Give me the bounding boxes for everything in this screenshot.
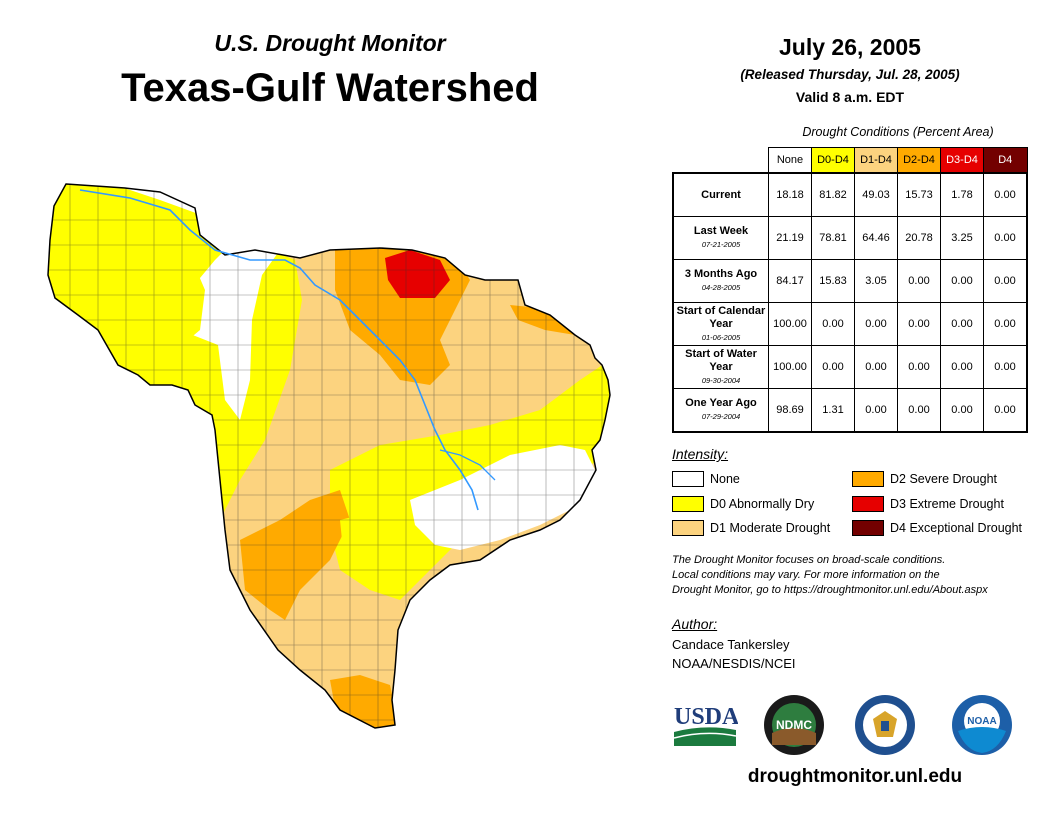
table-cell: 0.00 bbox=[897, 388, 941, 433]
table-cell: 21.19 bbox=[768, 216, 812, 260]
none-region-southeast bbox=[410, 445, 600, 550]
table-cell: 64.46 bbox=[854, 216, 898, 260]
table-cell: 0.00 bbox=[983, 259, 1028, 303]
col-d0-d4: D0-D4 bbox=[811, 147, 855, 174]
valid-time: Valid 8 a.m. EDT bbox=[795, 89, 905, 105]
row-label: Start of Calendar Year 01-06-2005 bbox=[672, 302, 769, 346]
table-cell: 0.00 bbox=[854, 345, 898, 389]
row-label: Current bbox=[672, 172, 769, 217]
table-cell: 78.81 bbox=[811, 216, 855, 260]
legend-title: Intensity: bbox=[672, 446, 729, 462]
row-label: 3 Months Ago 04-28-2005 bbox=[672, 259, 769, 303]
row-label: Start of Water Year 09-30-2004 bbox=[672, 345, 769, 389]
table-cell: 0.00 bbox=[940, 259, 984, 303]
about-link[interactable]: Drought Monitor, go to https://droughtmo… bbox=[672, 584, 988, 596]
table-cell: 0.00 bbox=[940, 388, 984, 433]
table-row-current: Current 18.18 81.82 49.03 15.73 1.78 0.0… bbox=[672, 172, 1028, 217]
table-row-last-week: Last Week 07-21-2005 21.19 78.81 64.46 20… bbox=[672, 216, 1028, 260]
table-header-row: None D0-D4 D1-D4 D2-D4 D3-D4 D4 bbox=[673, 147, 1028, 174]
svg-text:NOAA: NOAA bbox=[967, 716, 996, 727]
release-date: (Released Thursday, Jul. 28, 2005) bbox=[740, 67, 960, 82]
table-cell: 0.00 bbox=[811, 302, 855, 346]
legend-item-d0: D0 Abnormally Dry bbox=[672, 496, 814, 512]
table-cell: 81.82 bbox=[811, 172, 855, 217]
table-cell: 0.00 bbox=[897, 259, 941, 303]
noaa-logo: NOAA bbox=[952, 695, 1012, 755]
table-cell: 3.25 bbox=[940, 216, 984, 260]
d2-region-south bbox=[240, 490, 350, 620]
table-cell: 49.03 bbox=[854, 172, 898, 217]
table-cell: 0.00 bbox=[940, 302, 984, 346]
legend-item-d4: D4 Exceptional Drought bbox=[852, 520, 1022, 536]
legend-swatch bbox=[852, 471, 884, 487]
table-cell: 0.00 bbox=[983, 216, 1028, 260]
table-cell: 84.17 bbox=[768, 259, 812, 303]
usda-logo: USDA bbox=[673, 704, 738, 746]
table-cell: 100.00 bbox=[768, 302, 812, 346]
table-cell: 98.69 bbox=[768, 388, 812, 433]
legend-item-none: None bbox=[672, 471, 740, 487]
table-row-start-water-year: Start of Water Year 09-30-2004 100.00 0.0… bbox=[672, 345, 1028, 389]
table-cell: 3.05 bbox=[854, 259, 898, 303]
watershed-outline bbox=[47, 183, 611, 729]
legend-item-d2: D2 Severe Drought bbox=[852, 471, 997, 487]
row-label: Last Week 07-21-2005 bbox=[672, 216, 769, 260]
table-cell: 0.00 bbox=[983, 345, 1028, 389]
table-cell: 15.73 bbox=[897, 172, 941, 217]
table-cell: 15.83 bbox=[811, 259, 855, 303]
legend-swatch bbox=[852, 496, 884, 512]
col-d1-d4: D1-D4 bbox=[854, 147, 898, 174]
table-cell: 1.78 bbox=[940, 172, 984, 217]
legend-item-d3: D3 Extreme Drought bbox=[852, 496, 1004, 512]
legend-swatch bbox=[672, 496, 704, 512]
table-cell: 0.00 bbox=[811, 345, 855, 389]
table-cell: 20.78 bbox=[897, 216, 941, 260]
drought-map bbox=[47, 183, 611, 729]
map-date: July 26, 2005 bbox=[779, 34, 921, 60]
table-cell: 0.00 bbox=[854, 388, 898, 433]
map-title: Texas-Gulf Watershed bbox=[121, 66, 539, 110]
table-cell: 100.00 bbox=[768, 345, 812, 389]
legend-swatch bbox=[672, 471, 704, 487]
col-d3-d4: D3-D4 bbox=[940, 147, 984, 174]
ndmc-logo: NDMC bbox=[764, 695, 824, 755]
commerce-seal-logo bbox=[855, 695, 915, 755]
table-row-one-year-ago: One Year Ago 07-29-2004 98.69 1.31 0.00 0… bbox=[672, 388, 1028, 433]
col-d2-d4: D2-D4 bbox=[897, 147, 941, 174]
author-label: Author: bbox=[672, 616, 718, 632]
disclaimer-note: The Drought Monitor focuses on broad-sca… bbox=[672, 553, 1042, 598]
row-label: One Year Ago 07-29-2004 bbox=[672, 388, 769, 433]
legend-swatch bbox=[852, 520, 884, 536]
table-cell: 0.00 bbox=[940, 345, 984, 389]
legend-swatch bbox=[672, 520, 704, 536]
author-name: Candace Tankersley bbox=[672, 637, 790, 652]
table-cell: 0.00 bbox=[854, 302, 898, 346]
table-cell: 0.00 bbox=[897, 345, 941, 389]
table-row-3-months-ago: 3 Months Ago 04-28-2005 84.17 15.83 3.05 … bbox=[672, 259, 1028, 303]
svg-text:NDMC: NDMC bbox=[776, 718, 812, 732]
table-cell: 0.00 bbox=[983, 302, 1028, 346]
table-row-start-calendar-year: Start of Calendar Year 01-06-2005 100.00 … bbox=[672, 302, 1028, 346]
table-cell: 0.00 bbox=[983, 172, 1028, 217]
author-org: NOAA/NESDIS/NCEI bbox=[672, 656, 796, 671]
table-cell: 18.18 bbox=[768, 172, 812, 217]
col-none: None bbox=[768, 147, 812, 174]
drought-conditions-table: None D0-D4 D1-D4 D2-D4 D3-D4 D4 Current … bbox=[672, 147, 1028, 433]
map-subtitle: U.S. Drought Monitor bbox=[214, 30, 446, 56]
svg-text:USDA: USDA bbox=[674, 704, 738, 730]
table-cell: 0.00 bbox=[983, 388, 1028, 433]
conditions-title: Drought Conditions (Percent Area) bbox=[802, 125, 994, 139]
footer-url-link[interactable]: droughtmonitor.unl.edu bbox=[747, 766, 963, 787]
river-major bbox=[79, 189, 479, 511]
table-cell: 0.00 bbox=[897, 302, 941, 346]
river-tributary bbox=[439, 449, 496, 481]
legend-item-d1: D1 Moderate Drought bbox=[672, 520, 830, 536]
table-cell: 1.31 bbox=[811, 388, 855, 433]
col-d4: D4 bbox=[983, 147, 1028, 174]
